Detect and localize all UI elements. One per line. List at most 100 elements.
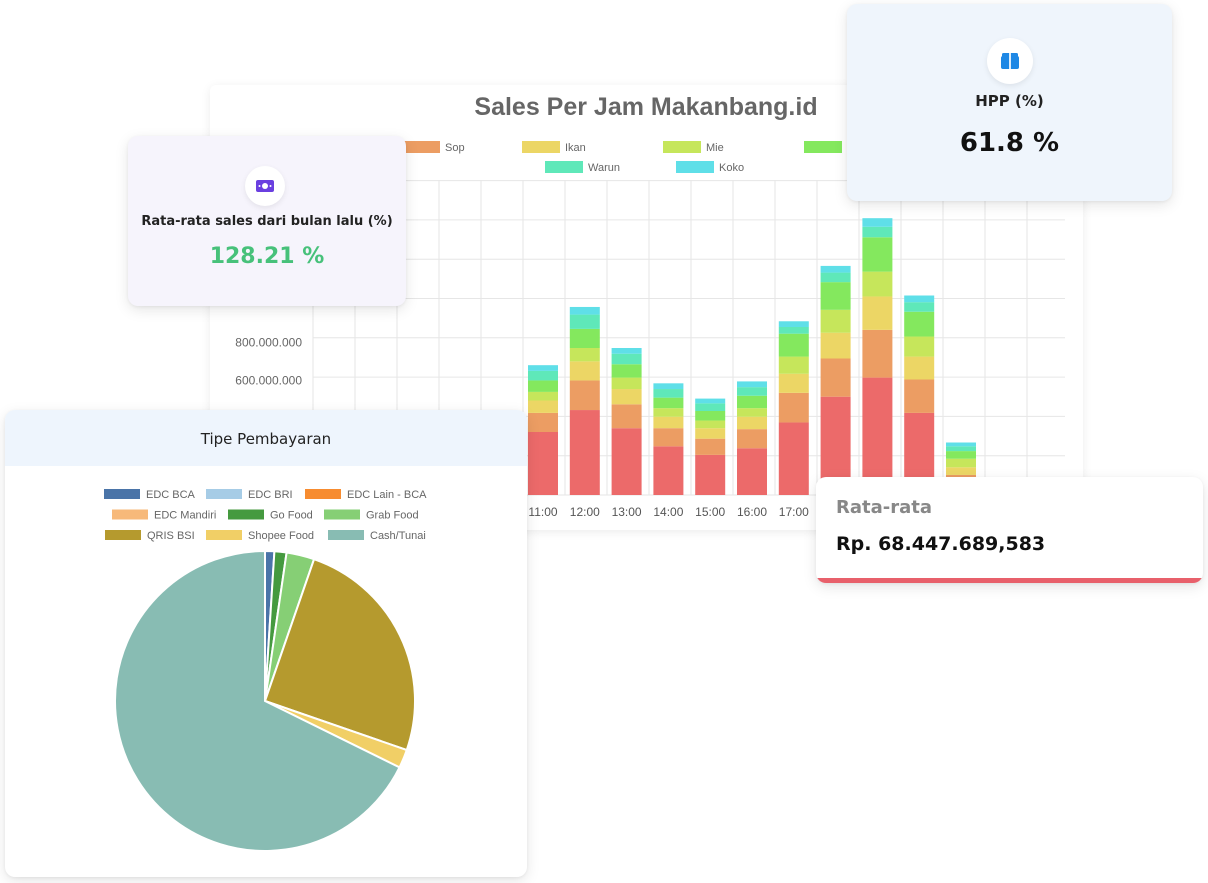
bar-segment: [820, 282, 851, 310]
bar-segment: [695, 428, 726, 439]
average-accent-bar: [816, 578, 1203, 583]
avg-sales-value: 128.21 %: [209, 244, 325, 269]
bar-segment: [695, 454, 726, 495]
x-tick-label: 16:00: [737, 505, 767, 519]
avg-sales-label: Rata-rata sales dari bulan lalu (%): [141, 214, 393, 229]
bar-segment: [695, 398, 726, 404]
pie-legend-label: Go Food: [270, 510, 313, 522]
box-icon: [987, 38, 1033, 84]
bar-segment: [569, 328, 600, 348]
pie-legend-label: EDC BRI: [248, 489, 293, 501]
bar-segment: [737, 448, 767, 495]
bar-segment: [653, 416, 684, 429]
legend-swatch: [663, 141, 701, 153]
bar-segment: [862, 329, 893, 378]
pie-legend-swatch: [104, 489, 140, 499]
bar-segment: [778, 422, 809, 495]
bar-segment: [946, 446, 976, 452]
pie-legend-swatch: [112, 509, 148, 520]
bar-segment: [820, 309, 851, 333]
bar-segment: [737, 387, 767, 396]
bar-segment: [778, 392, 809, 423]
legend-label: Warun: [588, 162, 620, 174]
bar-segment: [862, 226, 893, 238]
bar-segment: [778, 321, 809, 327]
bar-segment: [862, 377, 893, 495]
bar-segment: [737, 381, 767, 388]
payment-type-card: Tipe Pembayaran EDC BCA EDC BRI EDC Lain -…: [5, 410, 527, 877]
bar-segment: [862, 271, 893, 297]
bar-segment: [862, 237, 893, 272]
bar-segment: [820, 358, 851, 397]
legend-swatch: [676, 161, 714, 173]
hpp-card: HPP (%) 61.8 %: [847, 4, 1172, 201]
pie-legend-label: EDC Lain - BCA: [347, 489, 427, 501]
pie-legend-label: Grab Food: [366, 510, 419, 522]
average-card: Rata-rata Rp. 68.447.689,583: [816, 477, 1203, 583]
legend-swatch: [545, 161, 583, 173]
pie-legend-swatch: [105, 530, 141, 540]
bar-segment: [569, 348, 600, 362]
bar-segment: [904, 302, 935, 312]
bar-segment: [820, 332, 851, 359]
bar-segment: [737, 395, 767, 409]
x-tick-label: 14:00: [653, 505, 683, 519]
x-tick-label: 15:00: [695, 505, 725, 519]
bar-segment: [528, 370, 558, 381]
pie-legend-swatch: [328, 530, 364, 540]
hpp-label: HPP (%): [975, 92, 1044, 110]
legend-label: Sop: [445, 142, 465, 154]
x-tick-label: 12:00: [570, 505, 600, 519]
pie-legend-label: Cash/Tunai: [370, 530, 426, 542]
bar-segment: [569, 410, 600, 495]
bar-segment: [653, 408, 684, 417]
bar-segment: [946, 442, 976, 447]
bar-segment: [569, 361, 600, 381]
legend-label: Ikan: [565, 142, 586, 154]
bar-segment: [904, 311, 935, 337]
money-bill-icon: [245, 166, 285, 206]
average-value: Rp. 68.447.689,583: [836, 533, 1046, 555]
pie-slice: [263, 557, 416, 752]
avg-sales-card: Rata-rata sales dari bulan lalu (%) 128.…: [128, 136, 406, 306]
legend-label: Koko: [719, 162, 744, 174]
legend-swatch: [522, 141, 560, 153]
sales-chart-title: Sales Per Jam Makanbang.id: [474, 93, 817, 121]
bar-segment: [653, 383, 684, 390]
hpp-value: 61.8 %: [959, 128, 1060, 158]
bar-segment: [653, 446, 684, 495]
pie-legend-swatch: [206, 530, 242, 540]
bar-segment: [611, 377, 642, 390]
x-tick-label: 13:00: [612, 505, 642, 519]
bar-segment: [778, 356, 809, 374]
legend-swatch: [804, 141, 842, 153]
bar-segment: [778, 327, 809, 334]
pie-slice: [114, 549, 401, 852]
bar-segment: [611, 364, 642, 378]
x-tick-label: 17:00: [779, 505, 809, 519]
bar-segment: [862, 296, 893, 330]
pie-legend-label: EDC Mandiri: [154, 510, 216, 522]
y-tick-label: 800.000.000: [235, 335, 302, 349]
bar-segment: [904, 295, 935, 303]
bar-segment: [904, 356, 935, 380]
bar-segment: [862, 218, 893, 227]
legend-label: Mie: [706, 142, 724, 154]
bar-segment: [528, 432, 558, 495]
bar-segment: [820, 272, 851, 283]
bar-segment: [904, 379, 935, 413]
bar-segment: [737, 408, 767, 417]
bar-segment: [778, 333, 809, 357]
bar-segment: [611, 428, 642, 495]
bar-segment: [778, 373, 809, 393]
bar-segment: [946, 451, 976, 459]
bar-segment: [528, 380, 558, 392]
bar-segment: [820, 265, 851, 273]
bar-segment: [695, 403, 726, 411]
bar-segment: [569, 314, 600, 329]
pie-legend-label: QRIS BSI: [147, 530, 195, 542]
payment-card-header: [5, 410, 527, 466]
bar-segment: [528, 391, 558, 401]
pie-legend-swatch: [228, 509, 264, 520]
x-tick-label: 11:00: [528, 505, 557, 519]
